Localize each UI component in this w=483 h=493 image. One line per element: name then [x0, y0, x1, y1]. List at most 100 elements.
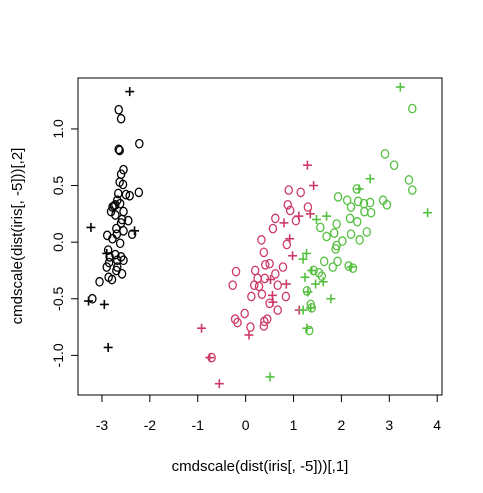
- data-point: [311, 279, 321, 289]
- data-point: [331, 244, 340, 254]
- data-point: [300, 272, 310, 282]
- data-point: [312, 215, 322, 225]
- data-point: [84, 296, 94, 306]
- data-point: [316, 222, 325, 233]
- data-point: [257, 235, 266, 245]
- data-point: [360, 206, 369, 217]
- data-point: [283, 199, 293, 210]
- data-point: [214, 379, 224, 389]
- data-point: [104, 272, 113, 283]
- data-point: [344, 261, 353, 271]
- data-point: [115, 238, 125, 249]
- data-point: [353, 196, 363, 207]
- y-tick-label: 0.5: [50, 176, 66, 196]
- data-point: [112, 229, 122, 240]
- data-point: [119, 206, 128, 217]
- data-point: [266, 275, 276, 285]
- data-point: [346, 262, 356, 272]
- data-point: [294, 211, 304, 221]
- data-point: [306, 303, 316, 313]
- data-point: [273, 305, 282, 315]
- data-point: [86, 222, 96, 232]
- x-tick-label: -1: [192, 417, 205, 433]
- x-tick-label: 2: [338, 417, 346, 433]
- data-point: [333, 192, 343, 202]
- data-point: [130, 226, 140, 236]
- x-tick-label: -3: [96, 417, 109, 433]
- data-points: [84, 82, 433, 389]
- data-point: [355, 235, 364, 245]
- data-point: [205, 353, 215, 363]
- data-point: [265, 372, 275, 382]
- data-point: [259, 321, 269, 331]
- data-point: [271, 213, 280, 224]
- data-point: [117, 269, 127, 279]
- data-point: [303, 287, 313, 297]
- data-point: [365, 174, 375, 184]
- x-axis-title: cmdscale(dist(iris[, -5]))[,1]: [172, 458, 349, 475]
- data-point: [254, 281, 264, 292]
- data-point: [302, 285, 312, 296]
- data-point: [268, 297, 278, 307]
- data-point: [332, 219, 341, 229]
- data-point: [125, 190, 134, 201]
- data-point: [257, 289, 267, 300]
- data-point: [423, 208, 433, 218]
- data-point: [271, 269, 280, 279]
- y-tick-label: 1.0: [50, 119, 66, 139]
- data-point: [329, 228, 339, 238]
- data-point: [318, 277, 328, 287]
- data-point: [116, 113, 126, 124]
- data-point: [317, 271, 327, 281]
- data-point: [309, 181, 319, 191]
- data-point: [326, 294, 336, 304]
- data-point: [348, 263, 358, 274]
- data-point: [135, 138, 144, 149]
- data-point: [346, 229, 356, 240]
- data-point: [118, 179, 128, 190]
- x-tick-label: 0: [242, 417, 250, 433]
- data-point: [115, 198, 125, 209]
- data-point: [260, 273, 270, 284]
- data-point: [111, 210, 120, 220]
- y-axis: -1.0 -0.5 0.0 0.5 1.0: [50, 119, 79, 367]
- y-tick-label: -0.5: [50, 286, 66, 310]
- data-point: [228, 280, 237, 291]
- data-point: [247, 291, 256, 302]
- data-point: [273, 280, 282, 291]
- data-point: [284, 185, 293, 195]
- data-point: [322, 211, 332, 221]
- data-point: [282, 239, 292, 250]
- data-point: [134, 187, 144, 198]
- data-point: [285, 205, 295, 216]
- data-point: [244, 330, 254, 340]
- data-point: [265, 258, 274, 269]
- data-point: [113, 188, 123, 199]
- data-point: [408, 103, 417, 114]
- data-point: [322, 231, 331, 242]
- data-point: [380, 149, 390, 159]
- data-point: [333, 256, 342, 267]
- data-point: [404, 175, 414, 185]
- data-point: [395, 82, 405, 92]
- data-point: [302, 323, 312, 333]
- data-point: [305, 325, 314, 336]
- data-point: [382, 199, 392, 210]
- data-point: [106, 206, 116, 217]
- data-point: [250, 265, 260, 276]
- x-tick-label: 4: [433, 417, 441, 433]
- y-axis-title: cmdscale(dist(iris[, -5]))[,2]: [9, 148, 26, 325]
- data-point: [125, 87, 135, 97]
- data-point: [114, 144, 123, 155]
- y-tick-label: -1.0: [50, 343, 66, 367]
- data-point: [279, 218, 289, 228]
- data-point: [307, 265, 317, 275]
- data-point: [95, 276, 104, 287]
- data-point: [345, 213, 355, 224]
- data-point: [103, 245, 113, 255]
- data-point: [305, 209, 315, 219]
- data-point: [250, 280, 259, 291]
- data-point: [338, 236, 347, 246]
- data-point: [342, 195, 352, 206]
